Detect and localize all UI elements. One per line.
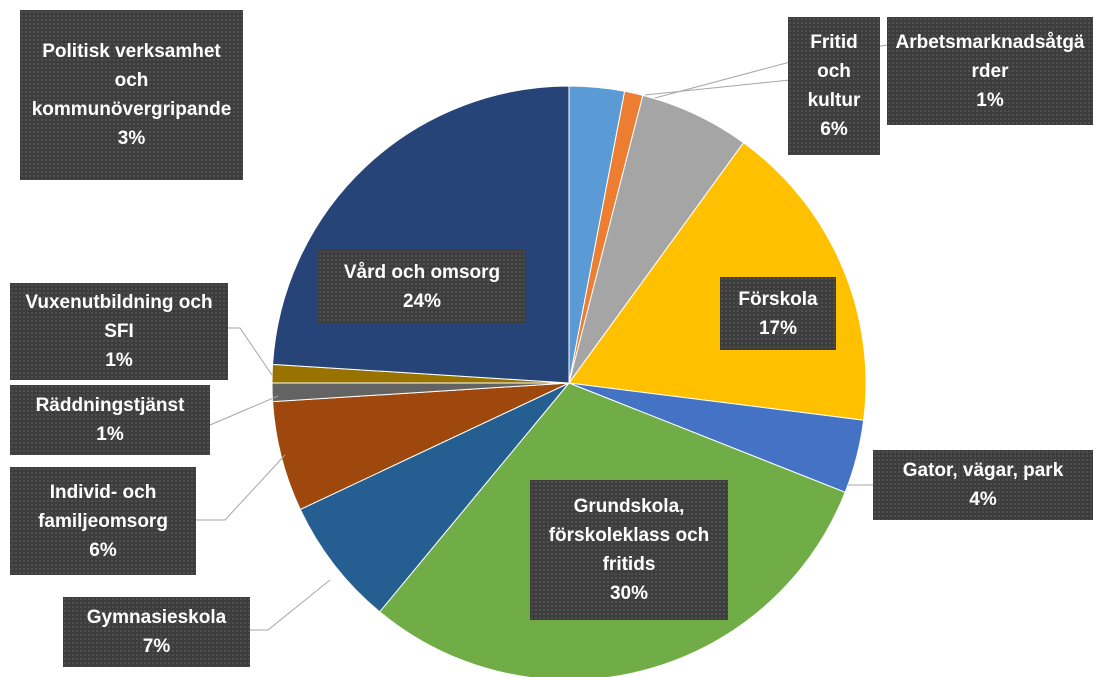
data-label: Grundskola, förskoleklass och fritids 30% (530, 480, 728, 620)
label-value: 3% (117, 128, 146, 149)
data-label: Vård och omsorg 24% (318, 250, 526, 323)
label-name: Grundskola, förskoleklass och fritids (548, 496, 710, 575)
leader-line (228, 327, 273, 376)
label-value: 4% (969, 489, 997, 510)
pie-slice (568, 142, 867, 421)
pie-slice (299, 382, 570, 613)
label-value: 7% (142, 636, 171, 657)
label-name: Vård och omsorg (343, 261, 501, 283)
label-name: Individ- och familjeomsorg (38, 481, 168, 532)
label-name: Räddningstjänst (35, 395, 185, 416)
label-value: 6% (820, 119, 848, 140)
data-label: Gymnasieskola 7% (63, 597, 250, 667)
data-label: Gator, vägar, park 4% (873, 450, 1093, 520)
label-value: 17% (758, 317, 798, 339)
label-name: Förskola (738, 288, 818, 310)
leader-line (209, 395, 279, 426)
label-value: 30% (609, 583, 649, 604)
label-name: Arbetsmarknadsåtgärder (895, 31, 1085, 82)
label-value: 1% (96, 424, 124, 445)
label-name: Fritid och kultur (807, 32, 861, 111)
label-name: Gymnasieskola (86, 607, 227, 628)
data-label: Förskola 17% (720, 277, 836, 350)
label-name: Vuxenutbildning och SFI (25, 292, 213, 342)
label-name: Politisk verksamhet och kommunövergripan… (31, 41, 232, 120)
data-label: Individ- och familjeomsorg 6% (10, 467, 196, 575)
label-value: 1% (976, 89, 1004, 111)
data-label: Vuxenutbildning och SFI 1% (10, 283, 228, 380)
label-value: 24% (402, 290, 442, 312)
data-label: Politisk verksamhet och kommunövergripan… (20, 10, 243, 180)
label-name: Gator, vägar, park (902, 460, 1064, 481)
data-label: Fritid och kultur 6% (788, 17, 880, 155)
pie-slice (272, 85, 570, 384)
data-label: Arbetsmarknadsåtgärder 1% (887, 17, 1093, 125)
leader-line (250, 579, 331, 631)
data-label: Räddningstjänst 1% (10, 385, 210, 455)
leader-line (196, 454, 286, 521)
label-value: 6% (89, 539, 117, 561)
leader-line (644, 79, 791, 96)
label-value: 1% (105, 350, 133, 371)
